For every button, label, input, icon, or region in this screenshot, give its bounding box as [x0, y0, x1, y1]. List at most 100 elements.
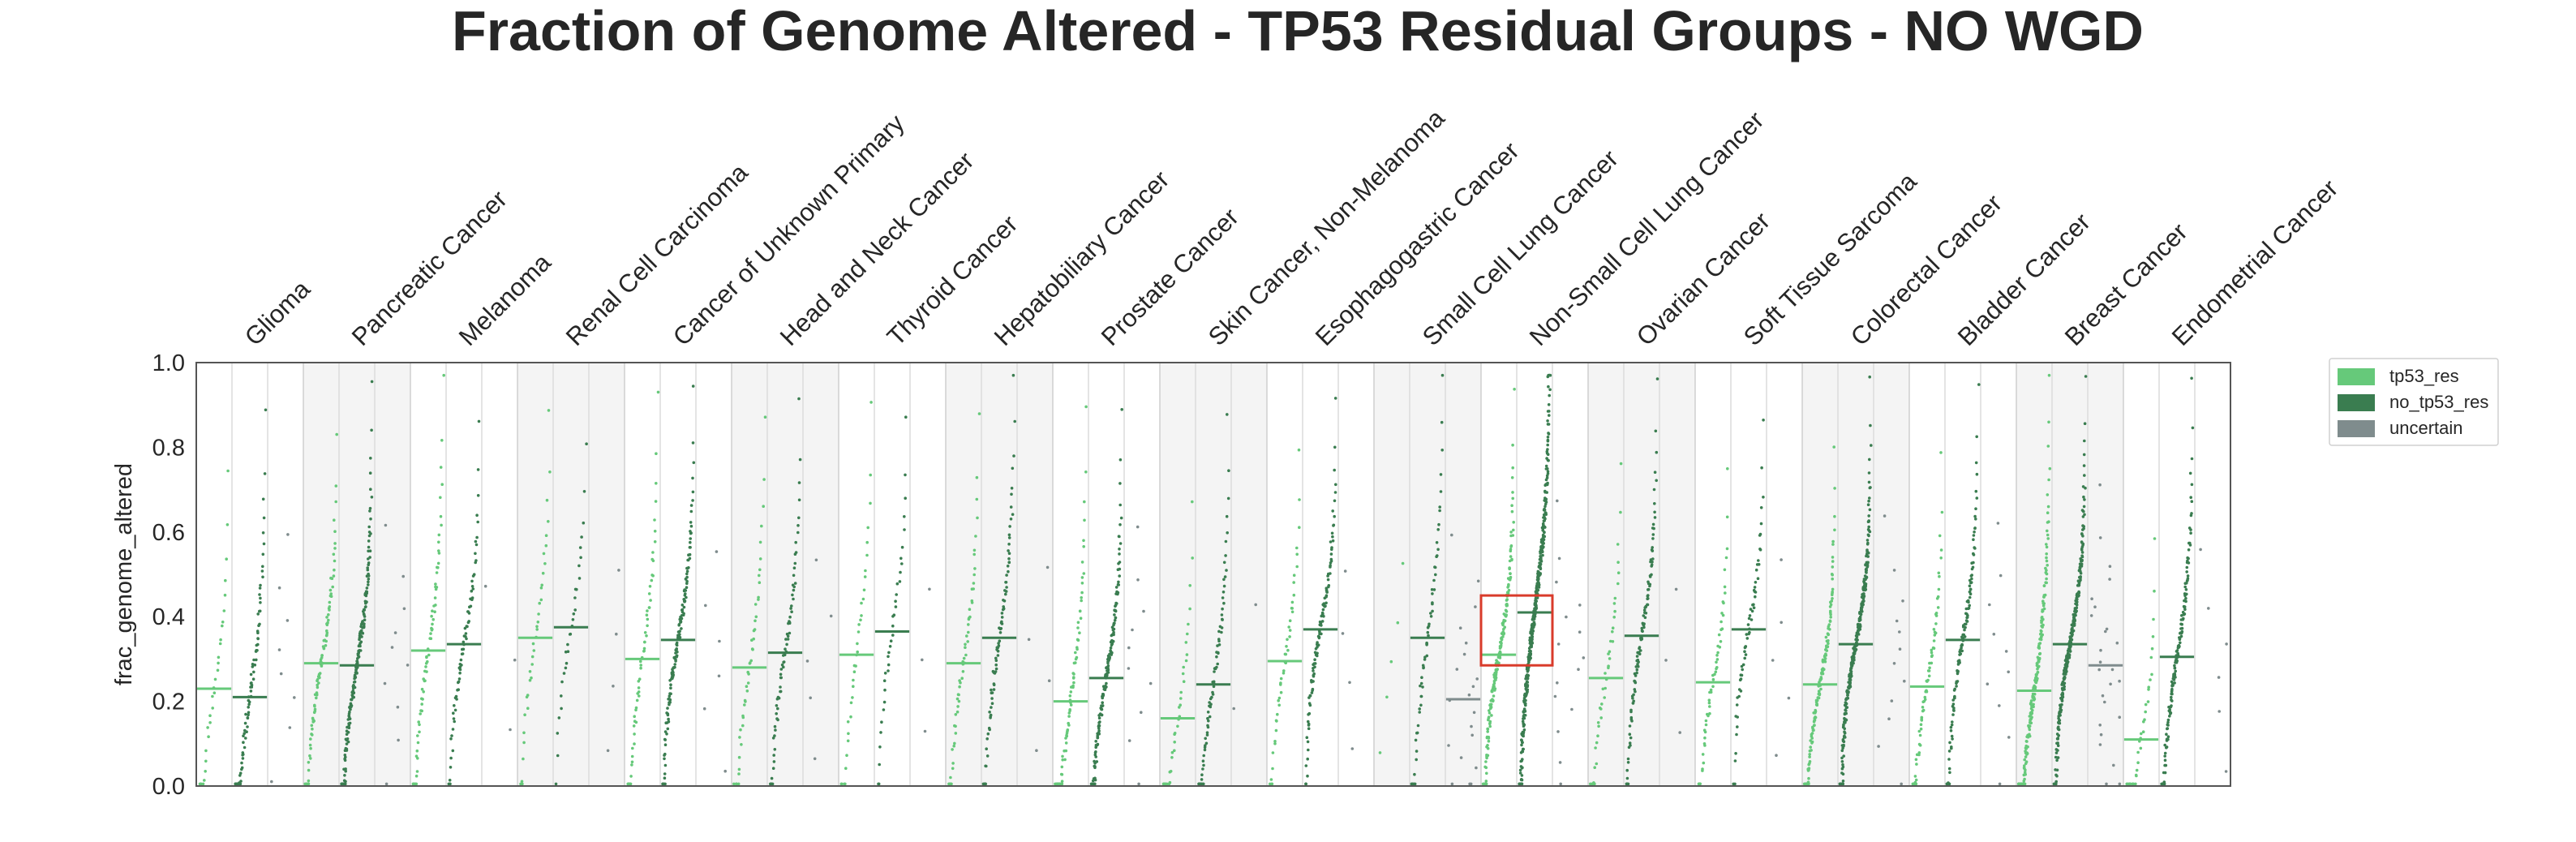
data-point-tp53_res [2027, 726, 2031, 729]
data-point-tp53_res [737, 767, 741, 771]
data-point-no_tp53_res [476, 468, 480, 471]
data-point-tp53_res [1282, 672, 1286, 675]
data-point-no_tp53_res [475, 513, 479, 517]
data-point-no_tp53_res [259, 583, 262, 587]
data-point-no_tp53_res [1104, 685, 1108, 689]
data-point-no_tp53_res [2084, 486, 2087, 490]
data-point-no_tp53_res [350, 705, 353, 709]
data-point-uncertain [1895, 619, 1899, 623]
data-point-tp53_res [2025, 740, 2029, 743]
data-point-no_tp53_res [1093, 765, 1097, 768]
data-point-no_tp53_res [1113, 613, 1116, 616]
data-point-no_tp53_res [1220, 630, 1223, 634]
data-point-tp53_res [1920, 715, 1924, 720]
data-point-no_tp53_res [2183, 605, 2187, 609]
data-point-no_tp53_res [1110, 643, 1114, 647]
data-point-tp53_res [2149, 678, 2152, 681]
data-point-no_tp53_res [1973, 526, 1977, 530]
data-point-tp53_res [1503, 625, 1506, 629]
data-point-no_tp53_res [2170, 695, 2173, 699]
data-point-no_tp53_res [557, 716, 561, 720]
data-point-no_tp53_res [1868, 530, 1872, 534]
data-point-no_tp53_res [1543, 496, 1547, 500]
data-point-tp53_res [1510, 557, 1513, 561]
data-point-no_tp53_res [775, 704, 779, 707]
data-point-tp53_res [1701, 753, 1705, 756]
data-point-tp53_res [866, 526, 869, 530]
data-point-no_tp53_res [797, 397, 801, 401]
data-point-no_tp53_res [1428, 622, 1431, 626]
data-point-tp53_res [1083, 518, 1086, 522]
data-point-tp53_res [869, 501, 872, 505]
data-point-no_tp53_res [2064, 667, 2068, 670]
data-point-no_tp53_res [355, 671, 358, 674]
data-point-no_tp53_res [1866, 503, 1870, 506]
data-point-no_tp53_res [2175, 649, 2179, 652]
data-point-no_tp53_res [783, 653, 787, 656]
data-point-no_tp53_res [791, 593, 794, 597]
data-point-no_tp53_res [1861, 603, 1865, 607]
data-point-no_tp53_res [1422, 665, 1425, 669]
data-point-no_tp53_res [2171, 677, 2175, 681]
data-point-no_tp53_res [1112, 630, 1115, 634]
data-point-tp53_res [1269, 778, 1273, 781]
legend-label: uncertain [2389, 418, 2463, 438]
data-point-tp53_res [1274, 728, 1278, 732]
data-point-no_tp53_res [2074, 599, 2077, 603]
data-point-tp53_res [2042, 584, 2046, 587]
data-point-no_tp53_res [779, 685, 782, 689]
data-point-tp53_res [522, 741, 526, 745]
data-point-tp53_res [2024, 755, 2028, 758]
data-point-no_tp53_res [1975, 435, 1978, 439]
data-point-tp53_res [1511, 534, 1515, 537]
data-point-no_tp53_res [367, 561, 371, 565]
data-point-no_tp53_res [2083, 513, 2086, 517]
data-point-no_tp53_res [689, 530, 692, 533]
data-point-no_tp53_res [1106, 673, 1109, 677]
data-point-no_tp53_res [246, 716, 250, 720]
data-point-tp53_res [416, 741, 420, 745]
data-point-no_tp53_res [1525, 693, 1528, 696]
data-point-no_tp53_res [367, 539, 371, 543]
data-point-no_tp53_res [1970, 577, 1973, 581]
data-point-no_tp53_res [1221, 618, 1224, 621]
data-point-tp53_res [1173, 741, 1176, 744]
data-point-no_tp53_res [1115, 602, 1118, 605]
data-point-tp53_res [216, 668, 220, 672]
data-point-tp53_res [418, 730, 421, 734]
data-point-tp53_res [746, 670, 749, 674]
data-point-tp53_res [973, 567, 977, 570]
data-point-no_tp53_res [1842, 723, 1845, 727]
data-point-tp53_res [630, 760, 634, 764]
data-point-no_tp53_res [1633, 680, 1637, 684]
data-point-tp53_res [638, 677, 642, 681]
data-point-no_tp53_res [1209, 702, 1213, 706]
data-point-tp53_res [1711, 677, 1715, 681]
data-point-no_tp53_res [1118, 567, 1122, 571]
data-point-no_tp53_res [1543, 519, 1546, 522]
data-point-no_tp53_res [889, 639, 893, 642]
data-point-tp53_res [1277, 696, 1282, 700]
data-point-no_tp53_res [1654, 429, 1658, 433]
data-point-no_tp53_res [682, 612, 685, 616]
data-point-no_tp53_res [1118, 542, 1123, 545]
data-point-no_tp53_res [474, 552, 477, 556]
data-point-no_tp53_res [877, 782, 881, 786]
data-point-no_tp53_res [343, 754, 347, 757]
data-point-tp53_res [1597, 724, 1600, 728]
data-point-no_tp53_res [343, 774, 346, 777]
data-point-uncertain [1127, 667, 1131, 670]
data-point-no_tp53_res [1221, 591, 1226, 594]
data-point-no_tp53_res [1543, 515, 1546, 519]
data-point-no_tp53_res [1220, 613, 1224, 616]
data-point-tp53_res [334, 500, 338, 504]
data-point-no_tp53_res [692, 461, 696, 465]
data-point-no_tp53_res [1533, 615, 1537, 618]
data-point-no_tp53_res [1974, 489, 1978, 493]
data-point-uncertain [1127, 646, 1131, 650]
data-point-no_tp53_res [792, 574, 796, 578]
data-point-no_tp53_res [258, 593, 261, 596]
data-point-uncertain [1450, 533, 1453, 537]
data-point-tp53_res [528, 670, 532, 673]
data-point-no_tp53_res [1211, 693, 1215, 696]
